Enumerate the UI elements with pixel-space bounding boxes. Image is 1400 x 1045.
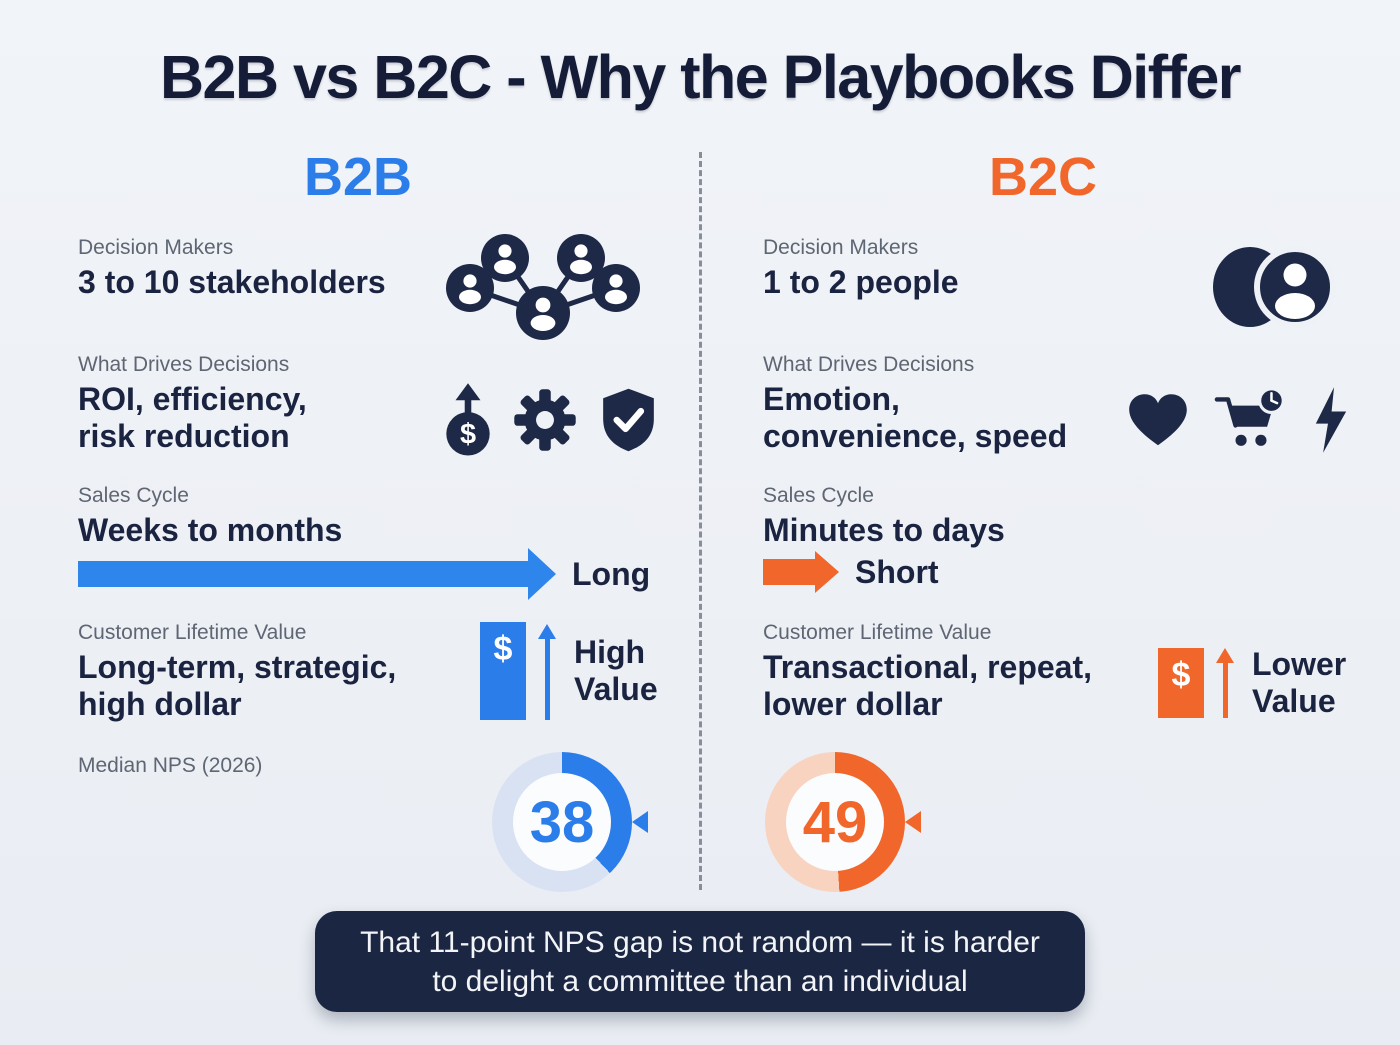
b2c-clv-caption: Lower Value [1252, 646, 1347, 719]
b2c-drivers-value: Emotion, convenience, speed [763, 381, 1068, 454]
b2b-decision-makers-icons [443, 228, 643, 343]
b2b-nps-value: 38 [513, 773, 611, 871]
insight-banner: That 11-point NPS gap is not random — it… [315, 911, 1085, 1012]
dollar-bar-icon: $ [1158, 648, 1204, 718]
b2c-clv-visual: $ Lower Value [1158, 646, 1347, 719]
svg-text:$: $ [460, 419, 476, 451]
b2c-column-heading: B2C [988, 147, 1098, 207]
arrow-body [763, 559, 815, 585]
gauge-pointer-icon [632, 811, 648, 833]
heart-icon [1129, 394, 1187, 446]
cart-clock-icon [1214, 386, 1285, 446]
two-people-icon [1213, 246, 1336, 328]
shield-check-icon [603, 388, 654, 452]
b2b-sales-cycle-value: Weeks to months [78, 512, 343, 548]
gauge-pointer-icon [905, 811, 921, 833]
stakeholder-network-icon [446, 234, 640, 340]
b2c-drivers-label: What Drives Decisions [763, 353, 975, 376]
b2c-sales-cycle-label: Sales Cycle [763, 484, 874, 507]
b2b-decision-makers-value: 3 to 10 stakeholders [78, 264, 386, 300]
arrow-head [815, 551, 839, 593]
b2b-sales-cycle-arrow-label: Long [572, 555, 651, 592]
b2b-nps-label: Median NPS (2026) [78, 754, 263, 777]
up-arrow-head [538, 624, 556, 639]
up-arrow-head [1216, 648, 1234, 663]
b2c-nps-gauge: 49 [765, 752, 921, 892]
roi-growth-icon: $ [446, 383, 490, 456]
dollar-bar-icon: $ [480, 622, 526, 720]
gear-icon [514, 389, 576, 451]
b2b-drivers-icons: $ [445, 383, 658, 457]
b2c-clv-value: Transactional, repeat, lower dollar [763, 649, 1093, 722]
b2c-sales-cycle-arrow-label: Short [855, 553, 939, 590]
arrow-head [528, 548, 556, 600]
b2b-sales-cycle-label: Sales Cycle [78, 484, 189, 507]
lightning-icon [1315, 387, 1347, 453]
b2c-decision-makers-label: Decision Makers [763, 236, 919, 259]
b2b-clv-value: Long-term, strategic, high dollar [78, 649, 397, 722]
b2b-drivers-label: What Drives Decisions [78, 353, 290, 376]
b2b-clv-label: Customer Lifetime Value [78, 621, 307, 644]
b2b-drivers-value: ROI, efficiency, risk reduction [78, 381, 307, 454]
b2b-clv-visual: $ High Value [480, 622, 658, 720]
b2c-sales-cycle-arrow: Short [763, 551, 939, 593]
up-arrow-icon [1216, 648, 1234, 718]
b2c-sales-cycle-value: Minutes to days [763, 512, 1005, 548]
page-title: B2B vs B2C - Why the Playbooks Differ [159, 43, 1242, 111]
b2c-drivers-icons [1125, 385, 1351, 455]
b2b-sales-cycle-arrow: Long [78, 548, 650, 600]
b2b-nps-gauge: 38 [492, 752, 648, 892]
b2b-decision-makers-label: Decision Makers [78, 236, 234, 259]
up-arrow-stem [1222, 663, 1228, 718]
b2c-decision-makers-value: 1 to 2 people [763, 264, 959, 300]
b2c-decision-makers-icons [1210, 245, 1336, 329]
b2b-column-heading: B2B [303, 147, 413, 207]
column-divider [699, 152, 702, 890]
b2b-clv-caption: High Value [574, 634, 658, 707]
b2c-nps-value: 49 [786, 773, 884, 871]
up-arrow-icon [538, 624, 556, 720]
arrow-body [78, 561, 528, 587]
b2c-clv-label: Customer Lifetime Value [763, 621, 992, 644]
up-arrow-stem [544, 639, 550, 720]
